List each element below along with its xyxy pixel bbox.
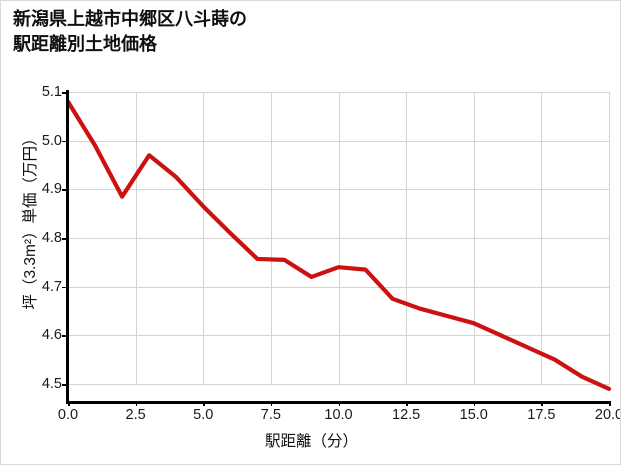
x-axis-tick-label: 2.5: [125, 407, 146, 423]
y-axis-tick-mark: [62, 189, 66, 191]
y-axis-tick-label: 4.7: [41, 278, 62, 295]
gridline-vertical: [473, 92, 475, 384]
y-axis-tick-label: 4.8: [41, 230, 62, 246]
gridline-horizontal: [68, 384, 609, 385]
y-axis-tick-mark: [62, 238, 66, 240]
x-axis-tick-label: 15.0: [459, 407, 488, 423]
x-axis-tick-mark: [541, 401, 543, 406]
x-axis-tick-label: 12.5: [392, 407, 421, 423]
x-axis-tick-mark: [338, 401, 341, 406]
x-axis-tick-label: 17.5: [527, 407, 556, 423]
plot-area: [65, 92, 612, 391]
y-axis-tick-label: 5.0: [41, 132, 62, 149]
x-axis-tick-mark: [473, 401, 476, 406]
gridline-vertical: [270, 92, 272, 384]
y-axis-tick-label: 4.9: [41, 181, 62, 198]
x-axis-tick-mark: [135, 401, 138, 406]
y-axis-tick-label: 4.6: [41, 327, 62, 344]
y-axis-tick-mark: [62, 384, 66, 386]
gridline-vertical: [68, 92, 69, 384]
x-axis-tick-label: 5.0: [193, 407, 214, 423]
x-axis-label: 駅距離（分）: [264, 433, 358, 450]
gridline-vertical: [406, 92, 408, 384]
x-axis-tick-mark: [203, 401, 205, 406]
y-axis-tick-labels: 4.5 4.6 4.7 4.8 4.9 5.0 5.1: [16, 1, 62, 464]
gridline-vertical: [609, 92, 610, 384]
data-series-line: [65, 99, 612, 391]
chart-title: 新潟県上越市中郷区八斗蒔の 駅距離別土地価格: [13, 9, 247, 54]
y-axis-tick-label: 5.1: [41, 84, 62, 100]
x-axis-tick-label: 20.0: [594, 407, 621, 423]
x-axis-tick-mark: [406, 401, 408, 406]
y-axis-spine: [66, 90, 69, 403]
gridline-vertical: [203, 92, 205, 384]
gridline-vertical: [541, 92, 543, 384]
y-axis-tick-mark: [62, 140, 66, 143]
gridline-vertical: [135, 92, 137, 384]
x-axis-tick-label: 0.0: [57, 407, 79, 423]
x-axis-tick-label: 10.0: [324, 407, 353, 423]
y-axis-tick-mark: [62, 92, 66, 94]
y-axis-tick-mark: [62, 335, 66, 337]
x-axis-tick-mark: [609, 401, 611, 406]
y-axis-tick-mark: [62, 286, 66, 289]
x-axis-tick-mark: [270, 401, 273, 406]
y-axis-label: 坪（3.3m²）単価（万円）: [22, 130, 39, 310]
x-axis-tick-label: 7.5: [260, 407, 281, 423]
y-axis-tick-label: 4.5: [41, 376, 62, 392]
gridline-vertical: [338, 92, 340, 384]
x-axis-tick-mark: [68, 401, 70, 406]
